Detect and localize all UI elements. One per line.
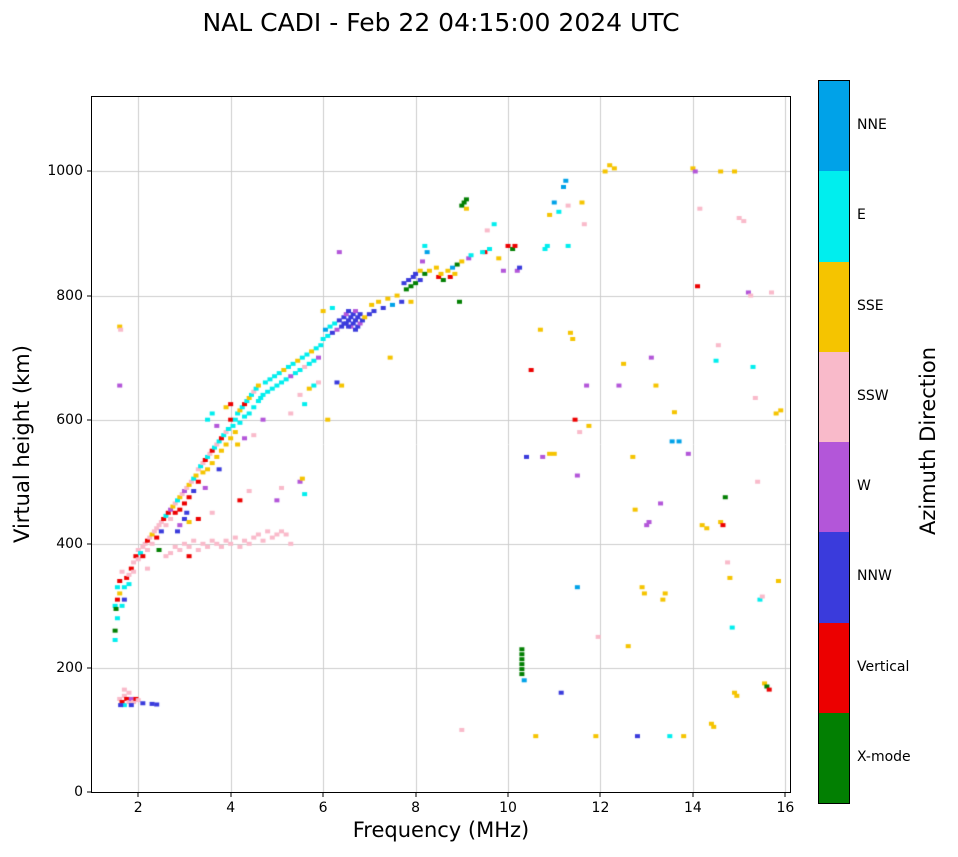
- scatter-canvas: [92, 97, 790, 792]
- y-tick-label: 800: [56, 287, 83, 304]
- y-tick-mark: [87, 791, 91, 793]
- y-tick-mark: [87, 419, 91, 421]
- y-tick-label: 0: [74, 784, 83, 800]
- colorbar-segment-ssw: [819, 351, 849, 442]
- colorbar-segment-w: [819, 442, 849, 533]
- chart-title: NAL CADI - Feb 22 04:15:00 2024 UTC: [202, 8, 680, 37]
- x-tick-mark: [415, 793, 417, 797]
- y-tick-label: 400: [56, 535, 83, 552]
- colorbar: [818, 80, 850, 804]
- x-tick-mark: [230, 793, 232, 797]
- x-tick-mark: [599, 793, 601, 797]
- y-axis-label: Virtual height (km): [10, 345, 34, 543]
- colorbar-segment-x-mode: [819, 712, 849, 803]
- y-tick-mark: [87, 667, 91, 669]
- x-axis-label: Frequency (MHz): [352, 818, 530, 842]
- colorbar-label: X-mode: [857, 748, 911, 765]
- x-tick-label: 16: [776, 800, 795, 816]
- y-tick-label: 200: [56, 659, 83, 676]
- colorbar-label: SSE: [857, 297, 884, 314]
- colorbar-label: NNE: [857, 117, 887, 134]
- y-tick-mark: [87, 295, 91, 297]
- x-tick-label: 14: [684, 800, 702, 816]
- y-tick-label: 600: [56, 411, 83, 428]
- y-tick-mark: [87, 543, 91, 545]
- x-tick-label: 12: [591, 800, 610, 816]
- colorbar-segment-nne: [819, 81, 849, 172]
- x-tick-mark: [322, 793, 324, 797]
- colorbar-label: Vertical: [857, 658, 910, 675]
- colorbar-segment-nnw: [819, 532, 849, 623]
- x-tick-label: 4: [226, 800, 236, 816]
- x-tick-mark: [137, 793, 139, 797]
- colorbar-label: NNW: [857, 568, 892, 585]
- y-tick-label: 1000: [47, 163, 83, 180]
- x-tick-label: 10: [499, 800, 517, 816]
- x-tick-label: 2: [133, 800, 143, 816]
- colorbar-label: SSW: [857, 387, 889, 404]
- colorbar-segment-sse: [819, 261, 849, 352]
- colorbar-label: W: [857, 478, 871, 495]
- x-tick-mark: [507, 793, 509, 797]
- colorbar-title: Azimuth Direction: [916, 346, 940, 536]
- x-tick-mark: [784, 793, 786, 797]
- colorbar-segment-e: [819, 171, 849, 262]
- x-tick-label: 8: [411, 800, 421, 816]
- x-tick-mark: [692, 793, 694, 797]
- x-tick-label: 6: [318, 800, 328, 816]
- colorbar-segment-vertical: [819, 622, 849, 713]
- plot-area: [91, 96, 791, 793]
- colorbar-label: E: [857, 207, 866, 224]
- y-tick-mark: [87, 170, 91, 172]
